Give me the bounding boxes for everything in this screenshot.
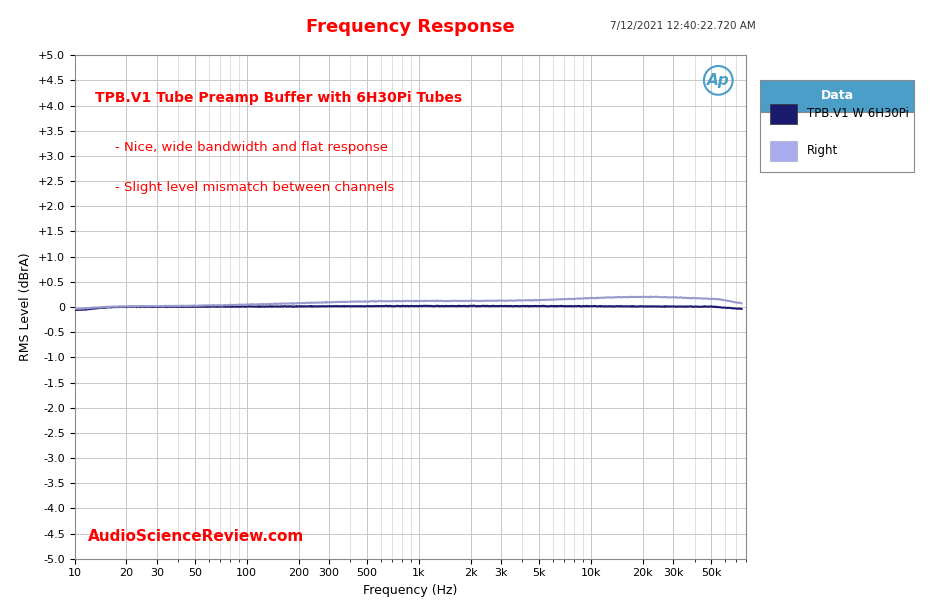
Text: AudioScienceReview.com: AudioScienceReview.com: [88, 529, 304, 543]
Text: TPB.V1 Tube Preamp Buffer with 6H30Pi Tubes: TPB.V1 Tube Preamp Buffer with 6H30Pi Tu…: [95, 90, 462, 104]
X-axis label: Frequency (Hz): Frequency (Hz): [363, 584, 458, 597]
Text: Ap: Ap: [707, 73, 730, 88]
Y-axis label: RMS Level (dBrA): RMS Level (dBrA): [20, 253, 33, 361]
Text: Right: Right: [806, 144, 838, 157]
Text: Frequency Response: Frequency Response: [306, 18, 515, 36]
FancyBboxPatch shape: [760, 80, 914, 112]
Text: 7/12/2021 12:40:22.720 AM: 7/12/2021 12:40:22.720 AM: [610, 21, 756, 31]
Text: Data: Data: [821, 90, 854, 103]
Text: - Nice, wide bandwidth and flat response: - Nice, wide bandwidth and flat response: [115, 141, 388, 154]
Text: - Slight level mismatch between channels: - Slight level mismatch between channels: [115, 181, 395, 194]
FancyBboxPatch shape: [760, 112, 914, 172]
FancyBboxPatch shape: [770, 104, 798, 124]
FancyBboxPatch shape: [770, 141, 798, 161]
Text: TPB.V1 W 6H30Pi: TPB.V1 W 6H30Pi: [806, 107, 909, 120]
